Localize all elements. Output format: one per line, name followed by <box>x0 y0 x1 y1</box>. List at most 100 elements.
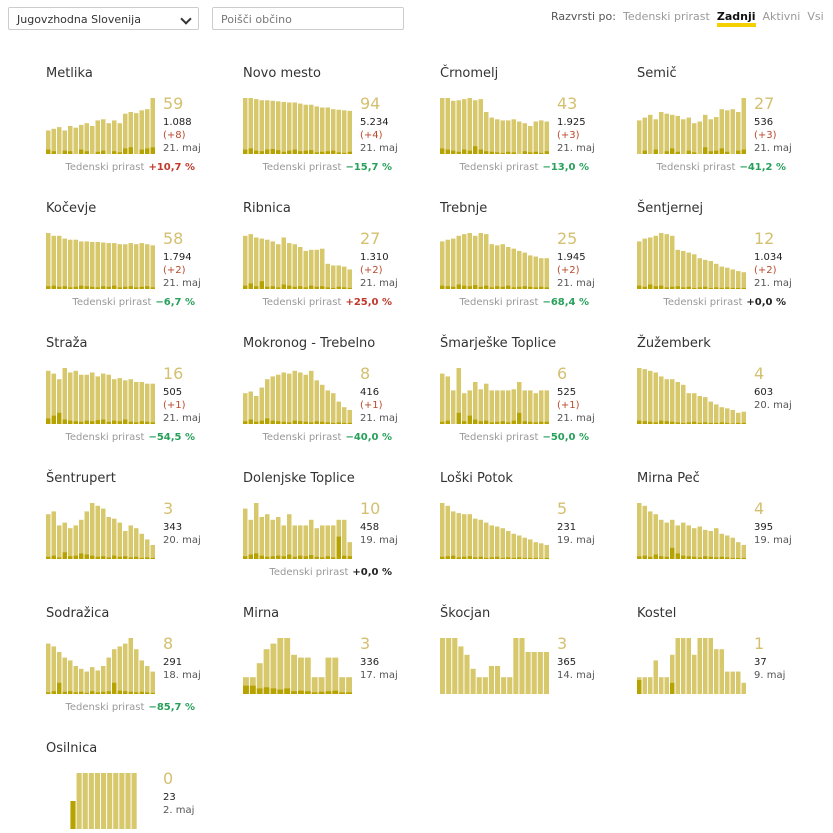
bar <box>473 100 478 154</box>
sort-option[interactable]: Zadnji <box>716 10 756 27</box>
new-bar <box>637 285 642 289</box>
new-bar <box>664 151 669 154</box>
bar <box>243 235 248 289</box>
new-bar <box>318 691 325 694</box>
new-bar <box>528 421 533 424</box>
bar <box>347 410 352 424</box>
bar <box>128 112 133 154</box>
sort-option[interactable]: Tedenski prirast <box>622 10 710 23</box>
bar <box>248 391 253 424</box>
bar <box>57 525 62 559</box>
new-bar <box>46 692 51 694</box>
last-value: 6 <box>557 364 567 383</box>
bar <box>653 235 658 289</box>
bar <box>270 519 275 559</box>
new-bar <box>484 151 489 154</box>
sort-option[interactable]: Vsi <box>807 10 824 23</box>
new-bar <box>259 151 264 154</box>
bar <box>270 100 275 154</box>
bar <box>544 390 549 424</box>
total: 5.234 <box>360 117 389 128</box>
bar <box>451 238 456 289</box>
bar <box>331 525 336 559</box>
new-bar <box>736 557 741 559</box>
new-bar <box>276 287 281 289</box>
new-bar <box>259 420 264 424</box>
new-bar <box>303 556 308 559</box>
new-bar <box>248 419 253 424</box>
bar <box>46 370 51 424</box>
new-bar <box>270 148 275 154</box>
new-bar <box>331 150 336 154</box>
bar <box>309 370 314 424</box>
date: 21. maj <box>754 278 792 289</box>
bar <box>291 654 297 694</box>
new-bar <box>95 420 100 424</box>
new-bar <box>46 286 51 289</box>
municipality-name: Novo mesto <box>243 66 321 81</box>
new-bar <box>467 556 472 559</box>
bar <box>84 374 89 424</box>
new-bar <box>736 422 741 424</box>
sort-option[interactable]: Aktivni <box>762 10 801 23</box>
bar <box>292 244 297 289</box>
new-bar <box>445 149 450 154</box>
bar <box>452 638 458 694</box>
new-bar <box>703 147 708 154</box>
new-bar <box>117 556 122 559</box>
new-bar <box>281 284 286 289</box>
bar <box>62 522 67 559</box>
new-bar <box>648 556 653 559</box>
bar <box>276 517 281 559</box>
bar <box>84 241 89 289</box>
bar <box>101 119 106 154</box>
new-bar <box>708 556 713 559</box>
new-bar <box>533 151 538 154</box>
municipality-name: Črnomelj <box>440 65 498 81</box>
last-value: 59 <box>163 94 183 113</box>
bar <box>259 517 264 559</box>
new-bar <box>325 556 330 559</box>
growth-value: −15,7 % <box>345 162 392 173</box>
bar <box>681 119 686 154</box>
new-bar <box>730 287 735 289</box>
bar <box>500 244 505 289</box>
new-bar <box>254 553 259 559</box>
new-bar <box>150 557 155 559</box>
new-bar <box>259 281 264 289</box>
bar <box>347 110 352 154</box>
region-select[interactable]: Jugovzhodna Slovenija <box>8 7 199 30</box>
bar <box>495 666 501 694</box>
date: 20. maj <box>163 535 201 546</box>
total: 231 <box>557 522 576 533</box>
bar <box>681 522 686 559</box>
bar <box>544 545 549 559</box>
new-bar <box>642 286 647 289</box>
new-bar <box>139 557 144 559</box>
bar <box>664 113 669 154</box>
new-bar <box>440 556 445 559</box>
bar <box>150 98 155 154</box>
bar <box>670 654 675 694</box>
bar <box>243 98 248 154</box>
search-input[interactable]: Poišči občino <box>212 7 404 30</box>
bar <box>495 245 500 289</box>
bar <box>292 102 297 154</box>
new-bar <box>62 552 67 559</box>
new-bar <box>101 691 106 694</box>
bar <box>519 638 525 694</box>
bar <box>139 382 144 424</box>
bar <box>708 261 713 289</box>
new-bar <box>653 286 658 289</box>
date: 21. maj <box>163 278 201 289</box>
new-bar <box>303 150 308 154</box>
date: 20. maj <box>754 400 792 411</box>
new-bar <box>79 149 84 154</box>
bar <box>642 677 647 694</box>
bar <box>708 119 713 154</box>
bar <box>719 407 724 424</box>
new-bar <box>150 692 155 694</box>
new-bar <box>128 691 133 694</box>
new-bar <box>254 150 259 154</box>
